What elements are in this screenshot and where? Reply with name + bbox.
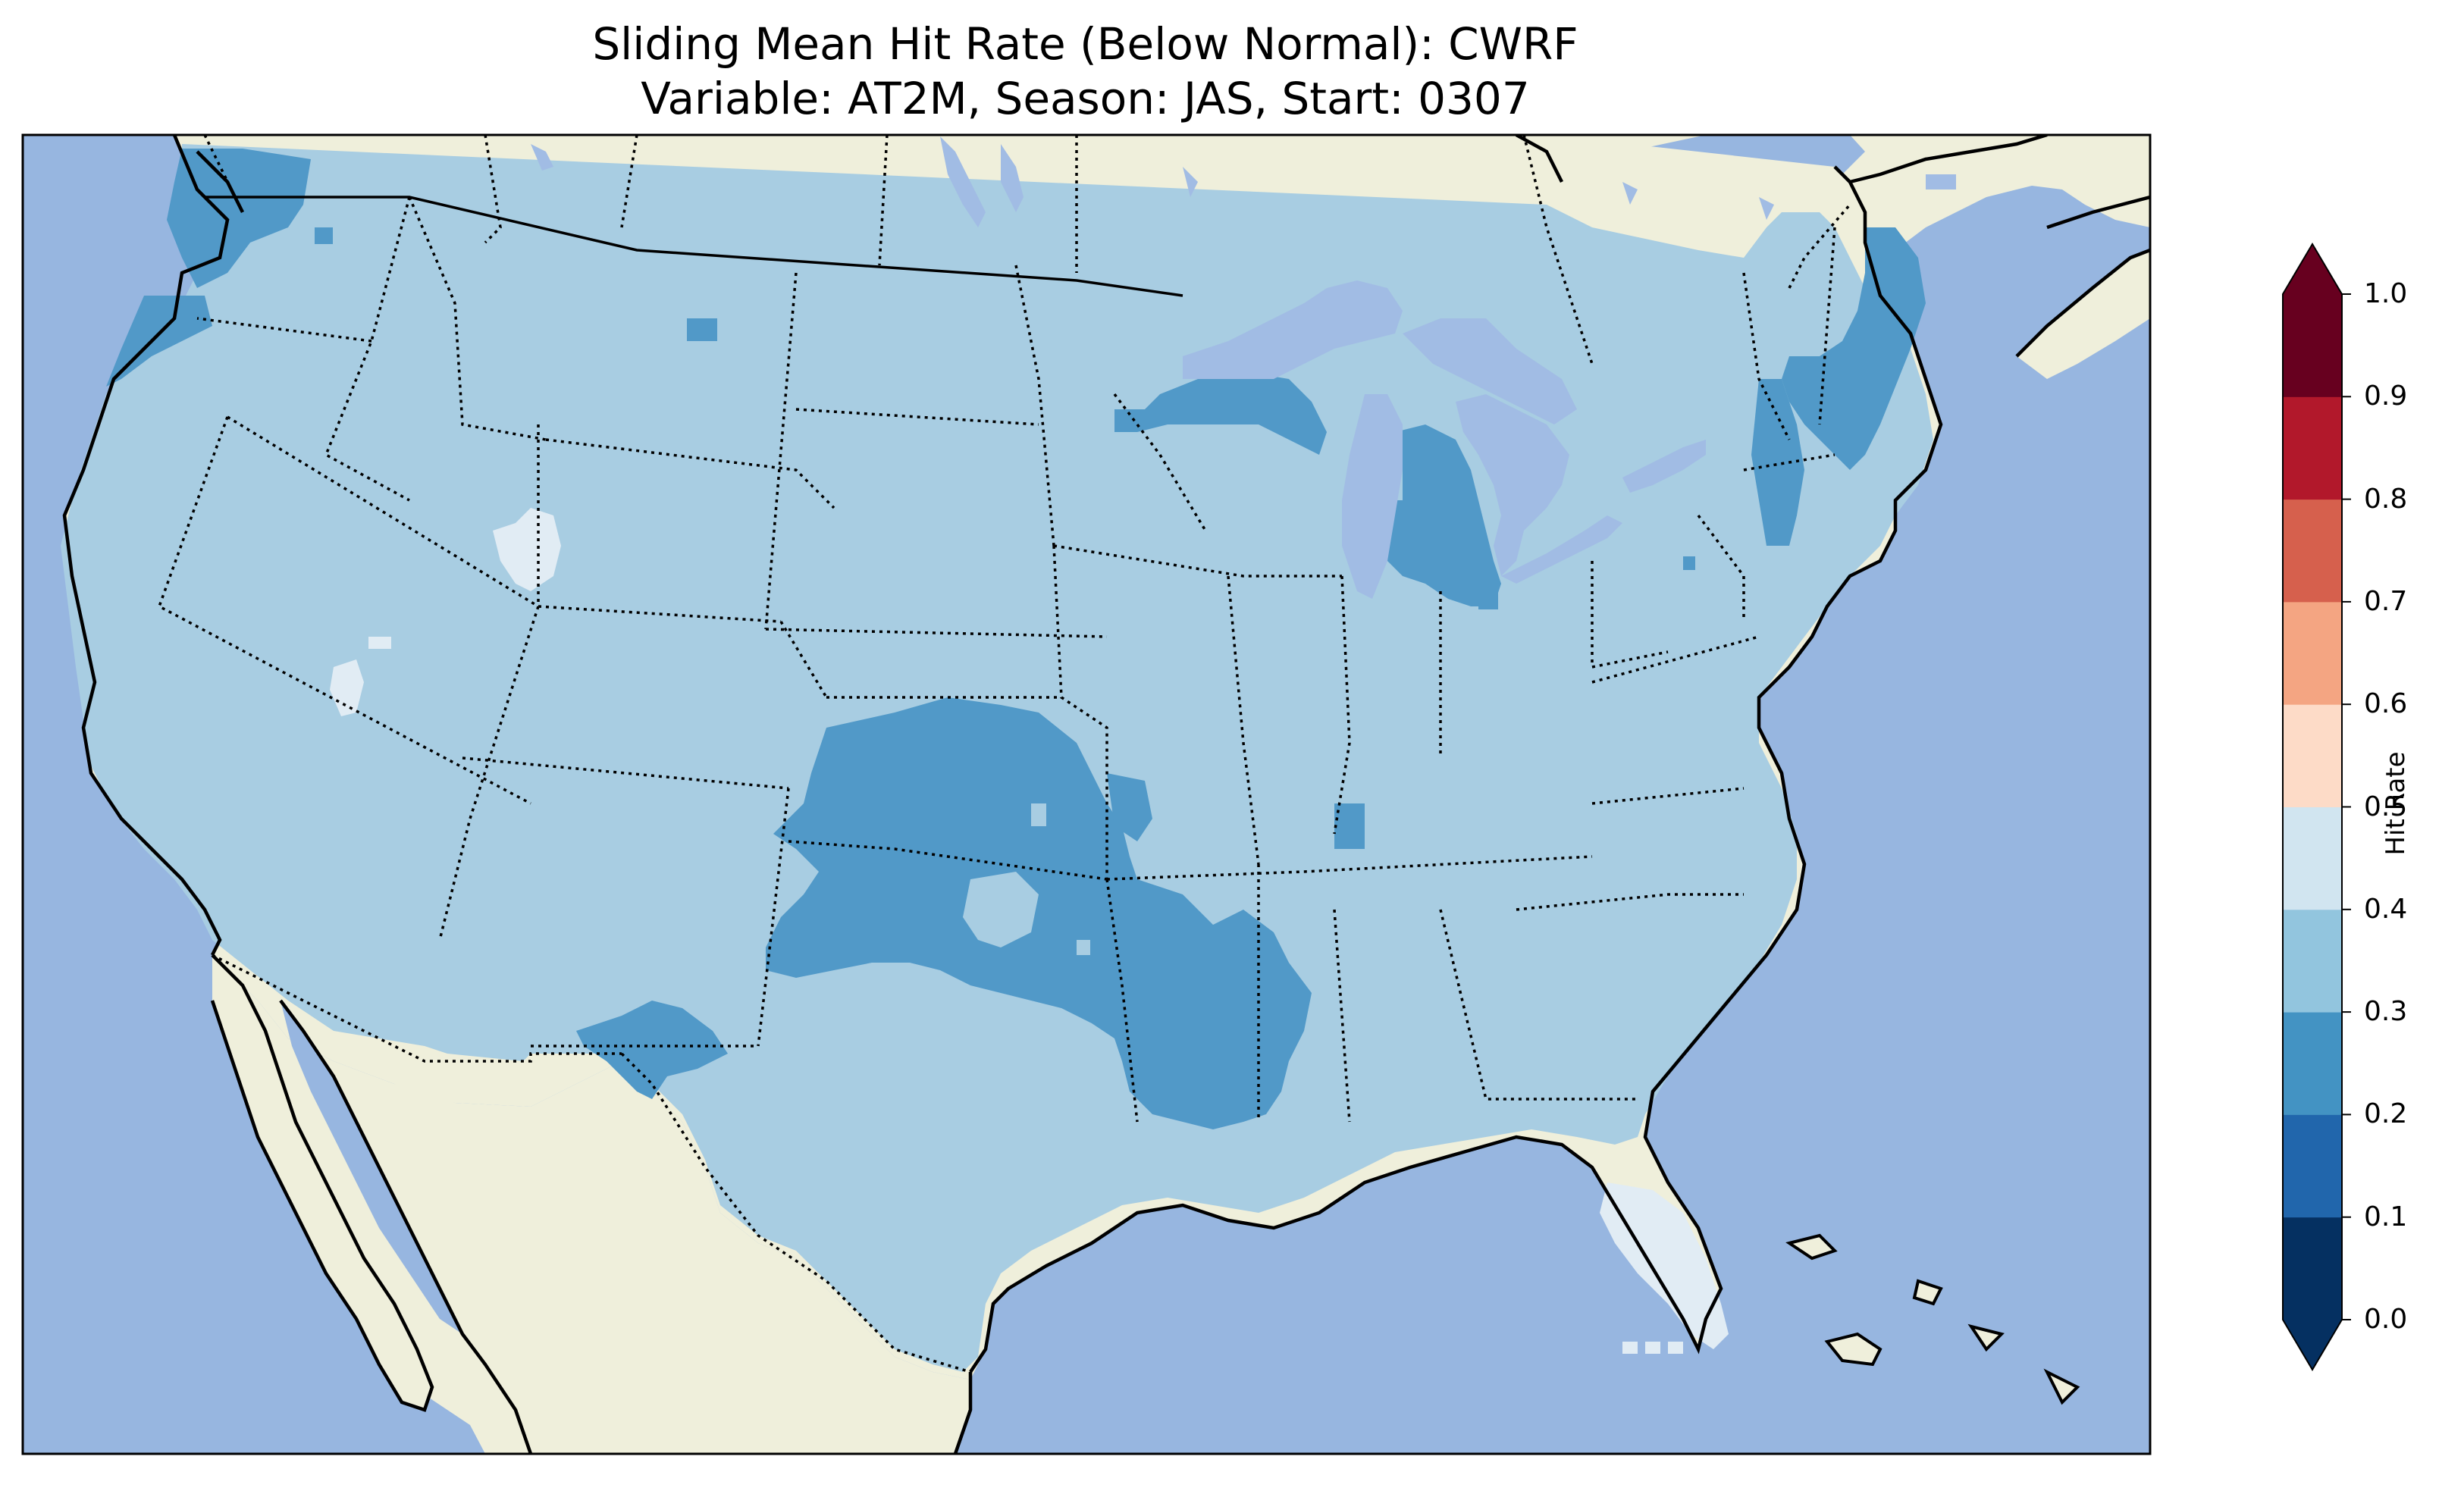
colorbar-tick-label: 0.5 [2364,791,2408,822]
colorbar [2282,243,2351,1371]
colorbar-tick-label: 0.8 [2364,483,2408,515]
baja-land [212,955,432,1410]
hit-rate-cell-0.4-0.5 [1622,1342,1638,1354]
colorbar-bin [2283,294,2342,397]
hit-rate-cell-0.4-0.5 [368,637,391,649]
colorbar-extend-min [2283,1320,2342,1370]
colorbar-tick-label: 0.4 [2364,893,2408,925]
cuba-land [1824,1332,1882,1367]
colorbar-tick-label: 0.0 [2364,1304,2408,1335]
colorbar-tick-label: 0.2 [2364,1098,2408,1130]
coastlines [62,135,2150,1454]
colorbar-tick-label: 1.0 [2364,278,2408,309]
gulf-of-california [281,1001,462,1334]
great-lakes [1183,280,1706,599]
colorbar-tick-label: 0.6 [2364,688,2408,720]
canadian-lakes [531,136,1956,227]
hit-rate-field-0.4-0.5-florida [1600,1182,1729,1349]
chart-title: Sliding Mean Hit Rate (Below Normal): CW… [21,17,2149,126]
colorbar-bin [2283,1012,2342,1115]
maritimes-land [2017,250,2150,379]
colorbar-bin [2283,396,2342,500]
colorbar-extend-max [2283,244,2342,294]
colorbar-bin [2283,909,2342,1013]
state-borders [157,135,1851,1123]
colorbar-bin [2283,601,2342,705]
colorbar-bin [2283,499,2342,603]
hit-rate-cell-0.4-0.5 [1645,1342,1660,1354]
hit-rate-cell-0.4-0.5 [1668,1342,1683,1354]
colorbar-tick-label: 0.9 [2364,381,2408,412]
map-area [23,135,2150,1454]
bahamas-land [1785,1233,2080,1405]
colorbar-bin [2283,1114,2342,1218]
colorbar-bin [2283,1217,2342,1320]
hit-rate-field-0.4-0.5-wyoming [493,508,561,591]
title-line-2: Variable: AT2M, Season: JAS, Start: 0307 [641,73,1530,124]
title-line-1: Sliding Mean Hit Rate (Below Normal): CW… [592,18,1578,70]
colorbar-tick-label: 0.1 [2364,1201,2408,1232]
country-borders [205,196,1183,1373]
colorbar-bin [2283,807,2342,910]
colorbar-bin [2283,704,2342,807]
map-frame [21,133,2152,1455]
colorbar-tick-label: 0.3 [2364,996,2408,1028]
colorbar-tick-label: 0.7 [2364,585,2408,617]
